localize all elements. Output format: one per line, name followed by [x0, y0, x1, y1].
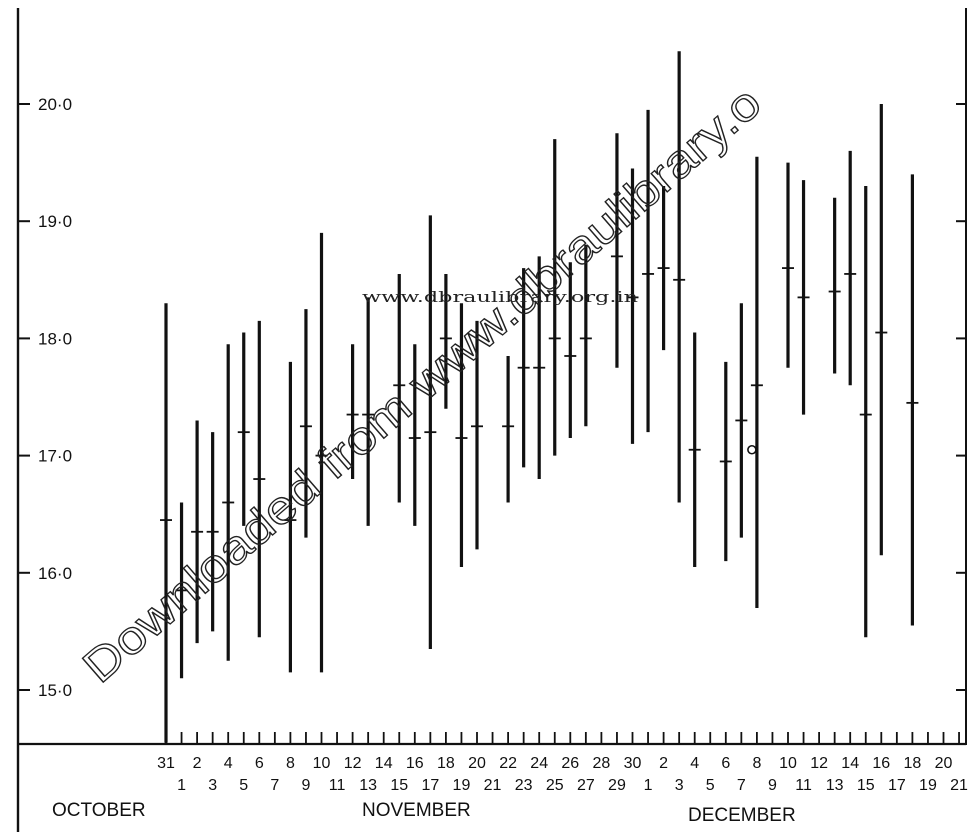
open-point [747, 444, 757, 455]
x-tick-label-upper: 30 [624, 755, 642, 772]
x-tick-label-upper: 18 [437, 755, 455, 772]
x-tick-label-upper: 8 [286, 755, 295, 772]
y-tick-label: 16·0 [38, 564, 72, 583]
x-tick-label-lower: 17 [421, 777, 439, 794]
x-tick-label-lower: 7 [270, 777, 279, 794]
x-tick-label-lower: 23 [515, 777, 533, 794]
y-tick-label: 15·0 [38, 681, 72, 700]
x-tick-label-upper: 18 [904, 755, 922, 772]
x-tick-label-upper: 4 [690, 755, 699, 772]
month-label-december: DECEMBER [688, 805, 796, 826]
x-tick-label-upper: 10 [313, 755, 331, 772]
y-tick-label: 18·0 [38, 329, 72, 348]
x-tick-label-upper: 16 [872, 755, 890, 772]
x-tick-labels: 31 2 4 6 8 10 12 14 16 18 20 22 24 26 28 30 2 4 6 8 10 12 14 16… [157, 755, 968, 794]
x-tick-label-upper: 22 [499, 755, 517, 772]
x-tick-label-lower: 5 [706, 777, 715, 794]
x-tick-label-lower: 15 [390, 777, 408, 794]
x-tick-label-upper: 6 [255, 755, 264, 772]
x-tick-label-upper: 14 [375, 755, 393, 772]
range-bars [164, 51, 915, 743]
x-tick-label-lower: 21 [950, 777, 968, 794]
x-tick-label-lower: 3 [208, 777, 217, 794]
x-tick-label-lower: 7 [737, 777, 746, 794]
x-tick-label-lower: 11 [795, 777, 812, 794]
month-label-november: NOVEMBER [362, 800, 471, 821]
y-ticks: 15·0 16·0 17·0 18·0 19·0 20·0 [18, 95, 966, 700]
x-tick-label-lower: 29 [608, 777, 626, 794]
x-ticks [165, 732, 960, 744]
x-tick-label-lower: 13 [826, 777, 844, 794]
x-tick-label-lower: 25 [546, 777, 564, 794]
x-tick-label-lower: 11 [329, 777, 346, 794]
x-tick-label-lower: 21 [484, 777, 502, 794]
x-tick-label-upper: 8 [752, 755, 761, 772]
x-tick-label-lower: 17 [888, 777, 906, 794]
x-tick-label-upper: 20 [468, 755, 486, 772]
y-tick-label: 20·0 [38, 95, 72, 114]
x-tick-label-upper: 28 [593, 755, 611, 772]
x-tick-label-lower: 9 [301, 777, 310, 794]
watermark-diagonal: Downloaded from www.dbraulibrary.o [72, 76, 770, 693]
y-tick-label: 17·0 [38, 447, 72, 466]
axes [16, 8, 967, 832]
x-tick-label-upper: 12 [344, 755, 362, 772]
watermark: www.dbraulibrary.org.in Downloaded from … [72, 75, 772, 693]
x-tick-label-upper: 14 [841, 755, 859, 772]
x-tick-label-lower: 1 [644, 777, 653, 794]
month-labels: OCTOBER NOVEMBER DECEMBER [52, 800, 796, 826]
x-tick-label-upper: 31 [157, 755, 175, 772]
x-tick-label-upper: 2 [659, 755, 668, 772]
x-tick-label-upper: 4 [224, 755, 233, 772]
month-label-october: OCTOBER [52, 800, 146, 821]
x-tick-label-lower: 19 [919, 777, 937, 794]
x-tick-label-lower: 13 [359, 777, 377, 794]
x-tick-label-upper: 24 [530, 755, 548, 772]
x-tick-label-lower: 19 [453, 777, 471, 794]
x-tick-label-upper: 12 [810, 755, 828, 772]
x-tick-label-lower: 27 [577, 777, 595, 794]
x-tick-label-upper: 16 [406, 755, 424, 772]
x-tick-label-lower: 1 [177, 777, 186, 794]
x-tick-label-upper: 10 [779, 755, 797, 772]
x-tick-label-lower: 5 [239, 777, 248, 794]
x-tick-label-upper: 6 [721, 755, 730, 772]
x-tick-label-lower: 3 [675, 777, 684, 794]
x-tick-label-upper: 26 [561, 755, 579, 772]
x-tick-label-upper: 2 [193, 755, 202, 772]
x-tick-label-upper: 20 [935, 755, 953, 772]
x-tick-label-lower: 15 [857, 777, 875, 794]
y-tick-label: 19·0 [38, 212, 72, 231]
mean-marks [160, 255, 919, 592]
x-tick-label-lower: 9 [768, 777, 777, 794]
watermark-url: www.dbraulibrary.org.in [362, 288, 638, 306]
